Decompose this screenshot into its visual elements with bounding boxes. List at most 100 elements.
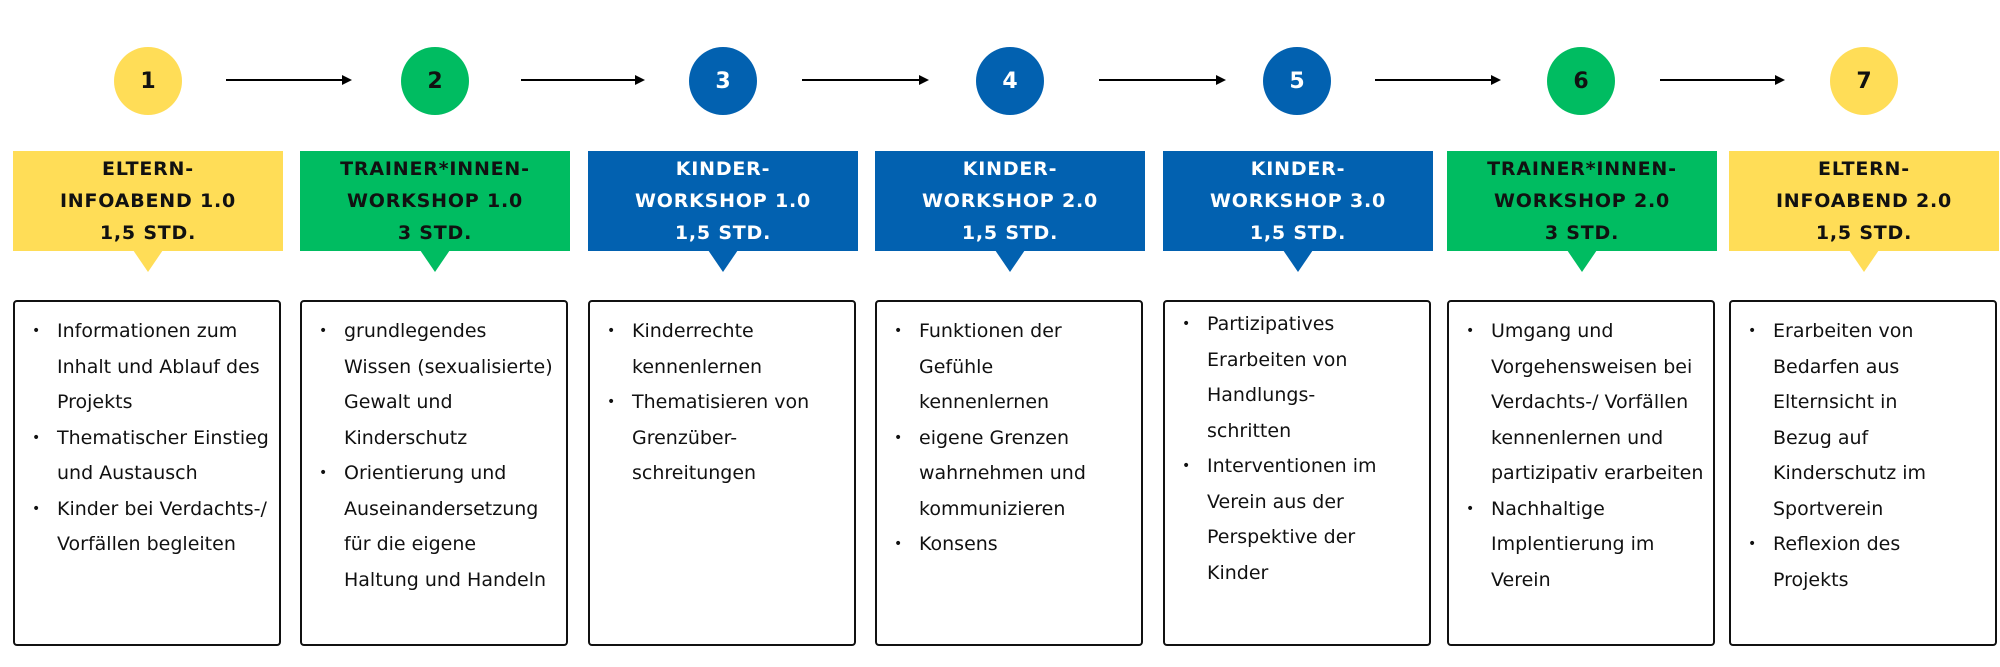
arrow-head (635, 75, 645, 85)
bullet-list: grundlegendes Wissen (sexualisierte) Gewal… (302, 302, 566, 598)
bullet-text-line: Erarbeiten von (1207, 348, 1348, 371)
bullet-item: Interventionen im Verein aus der Perspekti… (1182, 449, 1423, 591)
step-content-box: grundlegendes Wissen (sexualisierte) Gewal… (300, 300, 568, 646)
bullet-text-line: schreitungen (632, 462, 757, 484)
bullet-text-line: Gefühle (919, 355, 994, 378)
step-number-circle: 5 (1263, 47, 1331, 115)
bullet-text-line: kennenlernen (919, 391, 1050, 413)
step-content-box: Erarbeiten von Bedarfen aus Elternsicht in… (1729, 300, 1997, 646)
bullet-text-line: Kinderrechte (632, 320, 754, 342)
step-title-line: KINDER- (1250, 158, 1346, 180)
step-title-line: INFOABEND 2.0 (1775, 190, 1953, 212)
bullet-text-line: Verein (1491, 568, 1551, 591)
flow-arrow (1099, 75, 1226, 85)
flow-arrow (226, 75, 352, 85)
bullet-text-line: Partizipatives (1207, 313, 1335, 335)
bullet-text-line: und Austausch (57, 462, 198, 484)
step-number-circle: 7 (1830, 47, 1898, 115)
arrow-head (1491, 75, 1501, 85)
bullet-text-line: grundlegendes (344, 320, 487, 342)
bullet-text-line: Verdachts-/ Vorfällen (1491, 391, 1689, 413)
step-title-line: WORKSHOP 3.0 (1210, 190, 1386, 212)
bullet-text-line: Umgang und (1491, 320, 1614, 342)
bullet-text-line: kennenlernen (632, 355, 763, 378)
bullet-item: Umgang und Vorgehensweisen bei Verdachts-/… (1466, 314, 1707, 492)
bullet-text-line: Vorfällen begleiten (57, 533, 236, 555)
step-title-box: ELTERN- INFOABEND 2.0 1,5 STD. (1729, 151, 1999, 251)
bullet-text-line: Perspektive der (1207, 526, 1356, 548)
bullet-item: Kinderrechte kennenlernen (607, 314, 848, 385)
bullet-text-line: kommunizieren (919, 497, 1066, 520)
bullet-text-line: Grenzüber- (632, 426, 738, 449)
bullet-text-line: für die eigene (344, 533, 477, 555)
bullet-list: Erarbeiten von Bedarfen aus Elternsicht in… (1731, 302, 1995, 598)
step-title-box: KINDER- WORKSHOP 1.0 1,5 STD. (588, 151, 858, 251)
step-title-line: WORKSHOP 1.0 (347, 190, 523, 212)
bullet-text-line: Kinder (1207, 561, 1269, 584)
arrow-head (342, 75, 352, 85)
step-title-box: TRAINER*INNEN- WORKSHOP 1.0 3 STD. (300, 151, 570, 251)
bullet-list: Partizipatives Erarbeiten von Handlungs-sc… (1165, 302, 1429, 591)
bullet-item: eigene Grenzen wahrnehmen und kommuniziere… (894, 421, 1135, 528)
bullet-text-line: Konsens (919, 533, 998, 555)
bullet-text-line: Wissen (sexualisierte) (344, 355, 553, 378)
bullet-text-line: partizipativ erarbeiten (1491, 462, 1704, 484)
step-title-line: ELTERN- (102, 158, 194, 180)
step-number-circle: 6 (1547, 47, 1615, 115)
step-title-box: KINDER- WORKSHOP 3.0 1,5 STD. (1163, 151, 1433, 251)
bullet-text-line: Nachhaltige (1491, 497, 1605, 520)
bullet-text-line: Funktionen der (919, 320, 1062, 342)
step-title-line: 1,5 STD. (674, 222, 772, 244)
bullet-text-line: Bezug auf (1773, 426, 1869, 449)
bullet-text-line: Auseinandersetzung (344, 497, 539, 520)
step-title-line: 1,5 STD. (1249, 222, 1347, 244)
bullet-list: Umgang und Vorgehensweisen bei Verdachts-/… (1449, 302, 1713, 598)
step-number-circle: 3 (689, 47, 757, 115)
flow-arrow (1660, 75, 1785, 85)
step-title-line: 1,5 STD. (961, 222, 1059, 244)
bullet-item: Orientierung und Auseinandersetzung für di… (319, 456, 560, 598)
bullet-item: Kinder bei Verdachts-/ Vorfällen begleite… (32, 492, 273, 563)
bullet-text-line: Vorgehensweisen bei (1491, 355, 1693, 378)
bullet-text-line: Kinderschutz (344, 426, 468, 449)
flow-arrow (802, 75, 929, 85)
step-title-line: KINDER- (675, 158, 771, 180)
flow-arrow (521, 75, 645, 85)
step-title-box: TRAINER*INNEN- WORKSHOP 2.0 3 STD. (1447, 151, 1717, 251)
bullet-text-line: Erarbeiten von (1773, 320, 1914, 342)
bullet-text-line: Reflexion des (1773, 533, 1901, 555)
bullet-text-line: Handlungs- (1207, 384, 1316, 406)
step-title-line: WORKSHOP 1.0 (635, 190, 811, 212)
bullet-text-line: Verein aus der (1207, 490, 1344, 513)
step-title-box: KINDER- WORKSHOP 2.0 1,5 STD. (875, 151, 1145, 251)
bullet-item: Erarbeiten von Bedarfen aus Elternsicht in… (1748, 314, 1989, 527)
step-content-box: Funktionen der Gefühle kennenlernen eigene … (875, 300, 1143, 646)
bullet-text-line: Thematischer Einstieg (57, 426, 269, 449)
step-title-box: ELTERN- INFOABEND 1.0 1,5 STD. (13, 151, 283, 251)
bullet-item: Reflexion des Projekts (1748, 527, 1989, 598)
flow-arrow (1375, 75, 1501, 85)
step-title-line: KINDER- (962, 158, 1058, 180)
step-number-circle: 2 (401, 47, 469, 115)
bullet-text-line: Haltung und Handeln (344, 568, 547, 591)
step-title-line: TRAINER*INNEN- (340, 158, 530, 180)
bullet-text-line: Bedarfen aus (1773, 355, 1900, 378)
bullet-text-line: Sportverein (1773, 497, 1884, 520)
step-title-line: 1,5 STD. (99, 222, 197, 244)
step-content-box: Informationen zum Inhalt und Ablauf des Pr… (13, 300, 281, 646)
step-number-circle: 1 (114, 47, 182, 115)
bullet-text-line: Interventionen im (1207, 455, 1377, 477)
bullet-text-line: Projekts (57, 391, 133, 413)
bullet-text-line: Gewalt und (344, 391, 453, 413)
bullet-item: Konsens (894, 527, 1135, 563)
arrow-head (1775, 75, 1785, 85)
bullet-text-line: wahrnehmen und (919, 462, 1086, 484)
bullet-item: Funktionen der Gefühle kennenlernen (894, 314, 1135, 421)
bullet-text-line: Kinderschutz im (1773, 462, 1927, 484)
step-title-line: WORKSHOP 2.0 (1494, 190, 1670, 212)
bullet-text-line: Inhalt und Ablauf des (57, 355, 260, 378)
step-content-box: Umgang und Vorgehensweisen bei Verdachts-/… (1447, 300, 1715, 646)
bullet-item: grundlegendes Wissen (sexualisierte) Gewal… (319, 314, 560, 456)
bullet-item: Informationen zum Inhalt und Ablauf des Pr… (32, 314, 273, 421)
